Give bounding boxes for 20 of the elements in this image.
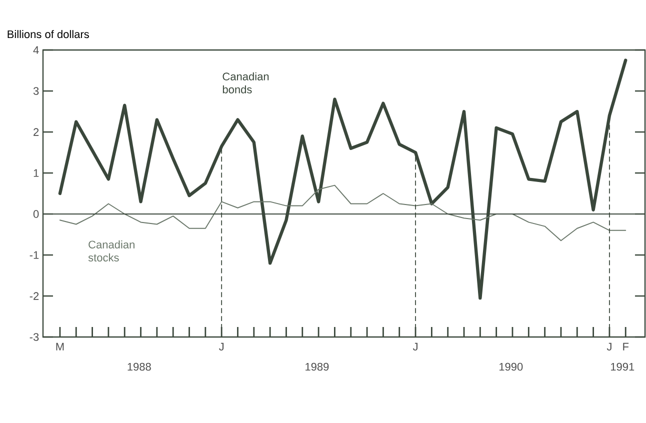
x-tick-label: J bbox=[606, 342, 612, 351]
y-tick-label: 4 bbox=[33, 46, 39, 54]
y-tick-label: -1 bbox=[30, 251, 39, 259]
text: 1991 bbox=[610, 362, 634, 371]
text: 1989 bbox=[306, 362, 329, 371]
series-label: Canadian stocks bbox=[88, 240, 134, 262]
x-tick-label: J bbox=[219, 342, 224, 351]
y-tick-label: 3 bbox=[33, 87, 39, 95]
y-axis-title: Billions of dollars bbox=[8, 30, 89, 38]
y-tick-label: 1 bbox=[34, 169, 39, 177]
text: 1988 bbox=[128, 362, 151, 371]
text: 1990 bbox=[499, 362, 523, 371]
y-tick-label: -2 bbox=[30, 292, 39, 300]
x-tick-label: F bbox=[623, 342, 629, 350]
y-tick-label: 0 bbox=[33, 210, 39, 218]
x-tick-label: M bbox=[56, 342, 64, 350]
y-tick-label: 2 bbox=[34, 128, 39, 136]
x-tick-label: J bbox=[412, 342, 418, 351]
text: Canadian bonds bbox=[222, 72, 269, 94]
y-tick-label: -3 bbox=[30, 333, 39, 341]
